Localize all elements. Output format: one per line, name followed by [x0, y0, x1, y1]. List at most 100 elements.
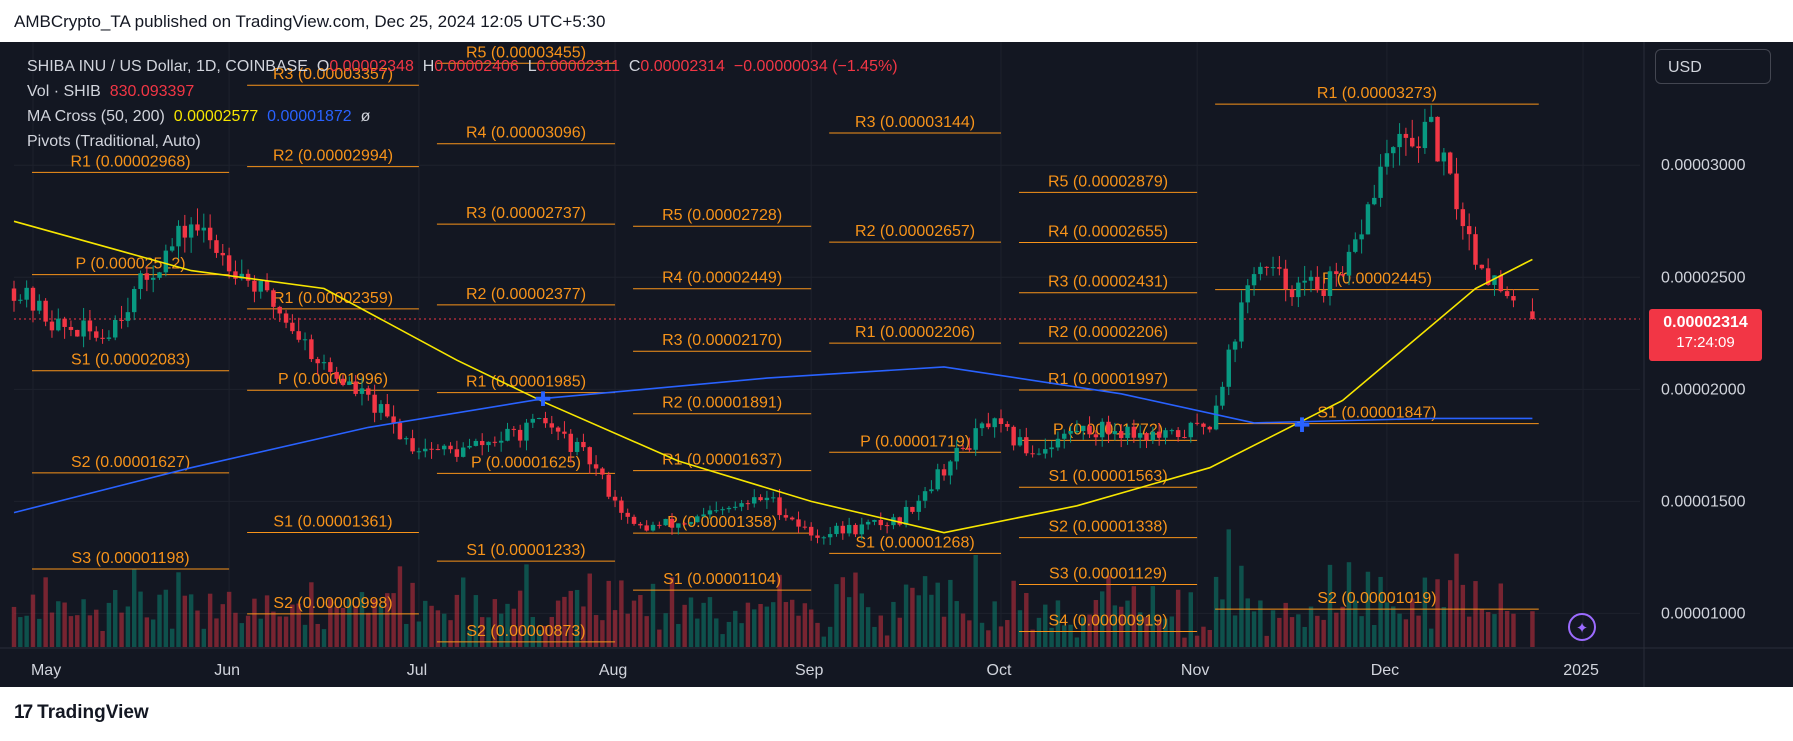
volume-bar — [1049, 627, 1054, 647]
pivot-label: R1 (0.00001637) — [662, 452, 782, 469]
pivot-label: R1 (0.00002206) — [855, 324, 975, 341]
candle-body — [1302, 280, 1307, 283]
volume-bar — [631, 600, 637, 647]
candle-body — [233, 271, 238, 279]
candle-body — [1378, 166, 1383, 198]
volume-bar — [283, 616, 289, 647]
volume-bar — [891, 601, 896, 647]
volume-bar — [1302, 626, 1307, 647]
volume-bar — [1118, 606, 1124, 647]
candle-body — [296, 331, 301, 340]
volume-bar — [1137, 612, 1143, 647]
volume-bar — [347, 599, 352, 647]
volume-bar — [125, 606, 131, 647]
volume-bar — [568, 590, 573, 647]
volume-bar — [676, 624, 681, 647]
volume-bar — [1353, 600, 1358, 647]
candle-body — [1397, 133, 1402, 148]
candle-body — [138, 273, 143, 289]
candle-body — [1264, 266, 1269, 268]
legend-volume-row[interactable]: Vol · SHIB 830.093397 — [27, 79, 898, 104]
volume-bar — [1100, 591, 1105, 647]
volume-bar — [1106, 575, 1111, 647]
price-chart[interactable]: R1 (0.00002968) P (0.00002512) S1 (0.00002… — [0, 42, 1793, 687]
volume-bar — [612, 610, 618, 647]
volume-bar — [258, 618, 263, 647]
candle-body — [714, 510, 719, 512]
candle-body — [1353, 239, 1358, 252]
volume-bar — [853, 572, 858, 647]
volume-bar — [1283, 602, 1288, 647]
x-tick-label: Aug — [599, 662, 627, 679]
volume-bar — [1410, 598, 1415, 647]
candle-body — [644, 525, 649, 531]
volume-bar — [87, 615, 93, 647]
volume-bar — [771, 602, 776, 647]
y-tick-label: 0.00002000 — [1661, 381, 1746, 398]
volume-bar — [182, 595, 188, 647]
candle-body — [1043, 449, 1048, 454]
legend-o-label: O — [316, 58, 330, 75]
x-tick-label: Jul — [407, 662, 427, 679]
volume-bar — [340, 607, 346, 647]
candle-body — [1030, 453, 1035, 455]
volume-bar — [948, 579, 953, 647]
volume-bar — [277, 616, 282, 647]
legend-symbol[interactable]: SHIBA INU / US Dollar, 1D, COINBASE — [27, 58, 308, 75]
candle-body — [1511, 296, 1516, 301]
legend-pivots-row[interactable]: Pivots (Traditional, Auto) — [27, 129, 898, 154]
candle-body — [1428, 116, 1434, 122]
candle-body — [290, 322, 295, 332]
volume-bar — [821, 636, 827, 647]
volume-bar — [802, 603, 808, 647]
candle-body — [789, 517, 795, 520]
candle-body — [815, 535, 820, 538]
svg-text:✦: ✦ — [1576, 619, 1589, 637]
legend-ma50-value: 0.00002577 — [173, 108, 259, 125]
candle-body — [1226, 349, 1231, 387]
volume-bar — [644, 616, 649, 647]
volume-bar — [935, 582, 940, 647]
candle-body — [30, 287, 36, 311]
volume-bar — [1043, 604, 1048, 647]
candle-body — [43, 300, 48, 322]
volume-bar — [593, 615, 599, 647]
volume-bar — [328, 599, 333, 647]
candle-body — [606, 474, 611, 497]
tradingview-logo-text: TradingView — [37, 702, 149, 723]
candle-body — [1416, 146, 1421, 149]
candle-body — [18, 299, 23, 301]
candle-body — [283, 313, 289, 323]
volume-bar — [385, 593, 390, 647]
volume-bar — [315, 623, 320, 647]
x-tick-label: May — [31, 662, 61, 679]
candle-body — [530, 418, 536, 423]
volume-bar — [1232, 615, 1238, 647]
legend-ma-row[interactable]: MA Cross (50, 200) 0.00002577 0.00001872… — [27, 104, 898, 129]
legend-c-value: 0.00002314 — [640, 58, 725, 75]
volume-bar — [1226, 529, 1231, 647]
tradingview-logo[interactable]: 17 TradingView — [14, 702, 149, 724]
candle-body — [397, 422, 403, 440]
candle-body — [429, 448, 434, 450]
currency-button[interactable]: USD — [1655, 49, 1771, 84]
candle-body — [11, 288, 17, 301]
volume-bar — [733, 610, 738, 647]
candle-body — [37, 300, 42, 311]
candle-countdown: 17:24:09 — [1676, 334, 1735, 351]
volume-bar — [1315, 615, 1320, 647]
ai-assistant-icon[interactable]: ✦ — [1568, 613, 1596, 641]
pivot-label: S3 (0.00001129) — [1049, 565, 1167, 582]
volume-bar — [808, 609, 814, 647]
volume-bar — [378, 605, 384, 647]
volume-bar — [492, 599, 498, 647]
volume-bar — [1239, 565, 1244, 647]
volume-bar — [207, 593, 213, 647]
candle-body — [182, 225, 188, 238]
candle-body — [752, 497, 757, 504]
candle-body — [1144, 433, 1149, 441]
legend-ma-suffix: ø — [360, 108, 371, 125]
time-axis: May Jun Jul Aug Sep Oct Nov Dec 2025 — [0, 647, 1793, 679]
candle-body — [846, 524, 852, 534]
candle-body — [1403, 133, 1409, 138]
